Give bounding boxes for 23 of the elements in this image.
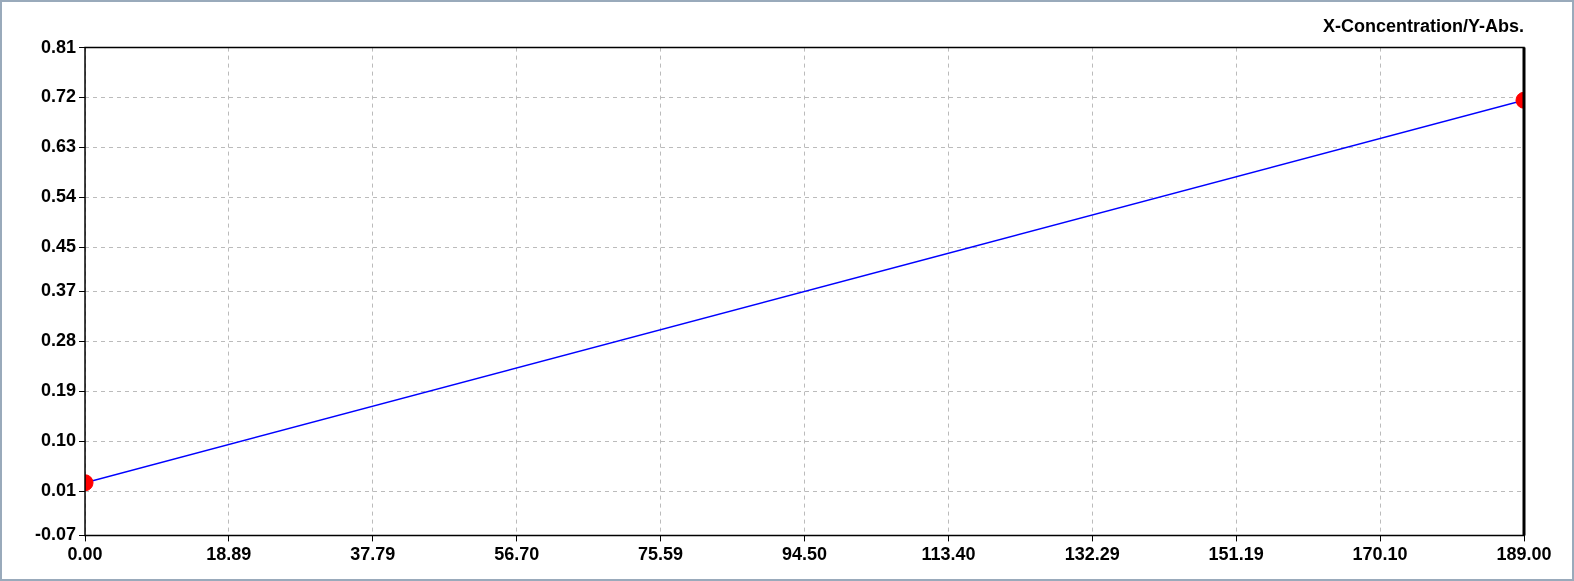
y-tick-label: 0.45: [40, 236, 77, 257]
y-tick-label: 0.81: [40, 36, 77, 57]
y-tick-label: -0.07: [35, 524, 77, 545]
x-tick-label: 94.50: [781, 544, 828, 565]
y-tick-label: 0.72: [40, 86, 77, 107]
x-tick-label: 0.00: [67, 544, 103, 565]
y-tick-label: 0.54: [40, 186, 77, 207]
y-tick-label: 0.19: [40, 380, 77, 401]
x-tick-label: 37.79: [350, 544, 396, 565]
y-tick-label: 0.01: [40, 480, 77, 501]
y-tick-label: 0.28: [40, 330, 77, 351]
y-tick-label: 0.37: [40, 280, 77, 301]
y-tick-label: 0.10: [40, 430, 77, 451]
x-tick-label: 75.59: [638, 544, 684, 565]
x-tick-label: 170.10: [1352, 544, 1408, 565]
x-tick-label: 56.70: [494, 544, 540, 565]
chart-title: X-Concentration/Y-Abs.: [1322, 15, 1524, 36]
y-tick-label: 0.63: [40, 136, 77, 157]
x-tick-label: 18.89: [206, 544, 252, 565]
x-tick-label: 113.40: [921, 544, 976, 565]
x-tick-label: 132.29: [1064, 544, 1120, 565]
x-tick-label: 189.00: [1496, 544, 1552, 565]
x-tick-label: 151.19: [1208, 544, 1264, 565]
